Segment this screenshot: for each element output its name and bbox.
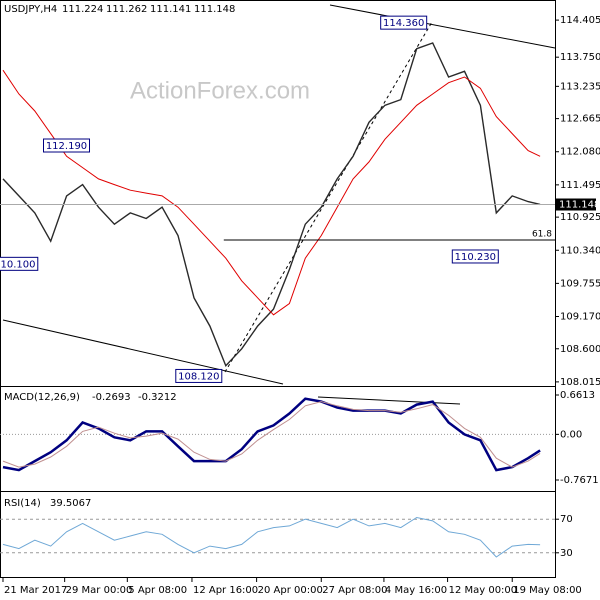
x-tick-label: 20 Apr 00:00 [258, 585, 323, 596]
annotation-label: 112.190 [46, 141, 87, 152]
y-tick-label: 113.235 [560, 81, 600, 92]
y-tick-label: 112.665 [560, 114, 600, 125]
x-tick-label: 19 May 08:00 [513, 585, 582, 596]
y-tick-label: 30 [560, 548, 573, 559]
ohlc-value: 111.141 [150, 4, 191, 15]
y-tick-label: 110.925 [560, 212, 600, 223]
header: USDJPY,H4 [4, 4, 57, 15]
x-tick-label: 12 May 00:00 [449, 585, 518, 596]
last-price-box [556, 198, 596, 211]
ohlc-value: 111.148 [194, 4, 235, 15]
fib-level-label: 61.8 [532, 230, 552, 240]
indicator-readout: -0.3212 [138, 392, 177, 403]
y-tick-label: 0.6613 [560, 390, 595, 401]
y-tick-label: 0.00 [560, 429, 582, 440]
symbol: USDJPY,H4 [4, 4, 57, 15]
y-tick-label: 109.170 [560, 311, 600, 322]
y-tick-label: 108.015 [560, 377, 600, 388]
y-tick-label: 113.750 [560, 52, 600, 63]
indicator-name: RSI(14) [4, 498, 41, 509]
annotation-label: 110.230 [455, 252, 496, 263]
annotation-label: 110.100 [0, 259, 35, 270]
series-line [2, 401, 541, 468]
indicator-name: MACD(12,26,9) [4, 392, 80, 403]
x-tick-label: 29 Mar 00:00 [66, 585, 133, 596]
series-line [2, 516, 541, 558]
series-line [2, 69, 541, 316]
y-tick-label: 114.405 [560, 15, 600, 26]
x-tick-label: 27 Apr 08:00 [322, 585, 387, 596]
trend-line [2, 319, 284, 385]
x-tick-label: 21 Mar 2017 [4, 585, 67, 596]
indicator-readout: -0.2693 [92, 392, 131, 403]
indicator-readout: 39.5067 [50, 498, 91, 509]
y-tick-label: 110.340 [560, 245, 600, 256]
last-price-label: 111.148 [559, 200, 600, 211]
annotation-box [380, 15, 428, 30]
y-tick-label: 109.755 [560, 278, 600, 289]
ohlc-value: 111.224 [62, 4, 103, 15]
ohlc-value: 111.262 [106, 4, 147, 15]
watermark: ActionForex.com [130, 77, 310, 104]
y-tick-label: 111.495 [560, 180, 600, 191]
trend-line [329, 4, 556, 49]
y-tick-label: 112.080 [560, 147, 600, 158]
divergence-line [317, 396, 461, 405]
annotation-box [175, 368, 223, 383]
x-tick-label: 5 Apr 08:00 [128, 585, 187, 596]
series-line [2, 42, 541, 367]
x-tick-label: 4 May 16:00 [385, 585, 447, 596]
fib-swing-line [224, 21, 433, 373]
x-tick-label: 12 Apr 16:00 [193, 585, 258, 596]
frame [0, 0, 556, 578]
y-tick-label: -0.7671 [560, 475, 599, 486]
annotation-label: 114.360 [383, 18, 424, 29]
annotation-box [0, 256, 39, 271]
annotation-box [451, 249, 499, 264]
y-tick-label: 70 [560, 514, 573, 525]
annotation-box [43, 138, 91, 153]
series-line [2, 397, 541, 472]
y-tick-label: 108.600 [560, 344, 600, 355]
annotation-label: 108.120 [178, 371, 219, 382]
